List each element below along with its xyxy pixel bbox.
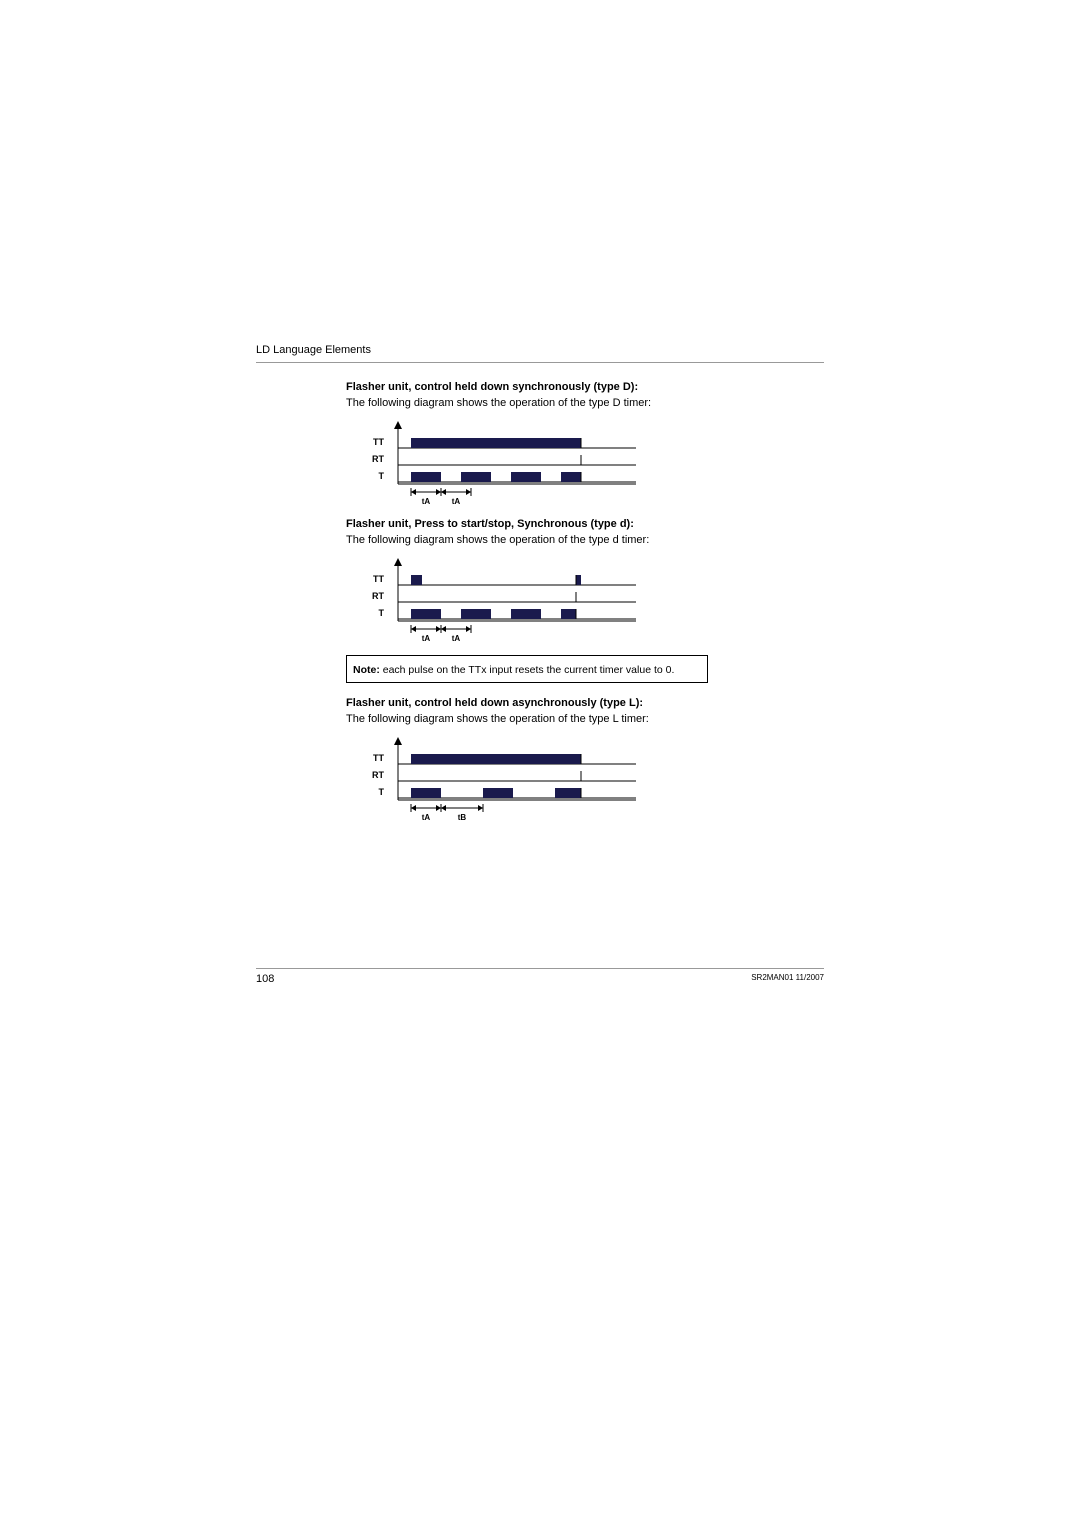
section-L-desc: The following diagram shows the operatio… (346, 713, 824, 725)
svg-text:RT: RT (372, 454, 384, 464)
section-d-title: Flasher unit, Press to start/stop, Synch… (346, 518, 824, 530)
svg-text:tA: tA (422, 813, 431, 820)
svg-text:tA: tA (422, 497, 431, 504)
note-label: Note: (353, 664, 383, 676)
svg-text:T: T (379, 608, 385, 618)
note-text: each pulse on the TTx input resets the c… (383, 664, 675, 676)
page-footer: 108 SR2MAN01 11/2007 (256, 968, 824, 985)
note-box: Note: each pulse on the TTx input resets… (346, 655, 708, 683)
svg-text:T: T (379, 471, 385, 481)
svg-text:tA: tA (452, 497, 461, 504)
svg-text:tA: tA (452, 634, 461, 641)
section-D-desc: The following diagram shows the operatio… (346, 397, 824, 409)
svg-text:tB: tB (458, 813, 467, 820)
doc-id: SR2MAN01 11/2007 (751, 973, 824, 985)
svg-text:TT: TT (373, 574, 384, 584)
svg-text:T: T (379, 787, 385, 797)
page-number: 108 (256, 973, 274, 985)
svg-text:RT: RT (372, 770, 384, 780)
diagram-L: TT RT TtA tB (346, 735, 824, 820)
running-header: LD Language Elements (256, 344, 824, 356)
svg-text:RT: RT (372, 591, 384, 601)
diagram-d: TT RT TtA tA (346, 556, 824, 641)
header-rule (256, 362, 824, 363)
section-D-title: Flasher unit, control held down synchron… (346, 381, 824, 393)
svg-text:TT: TT (373, 753, 384, 763)
section-L-title: Flasher unit, control held down asynchro… (346, 697, 824, 709)
svg-text:TT: TT (373, 437, 384, 447)
section-d-desc: The following diagram shows the operatio… (346, 534, 824, 546)
diagram-D: TT RT TtA tA (346, 419, 824, 504)
svg-text:tA: tA (422, 634, 431, 641)
